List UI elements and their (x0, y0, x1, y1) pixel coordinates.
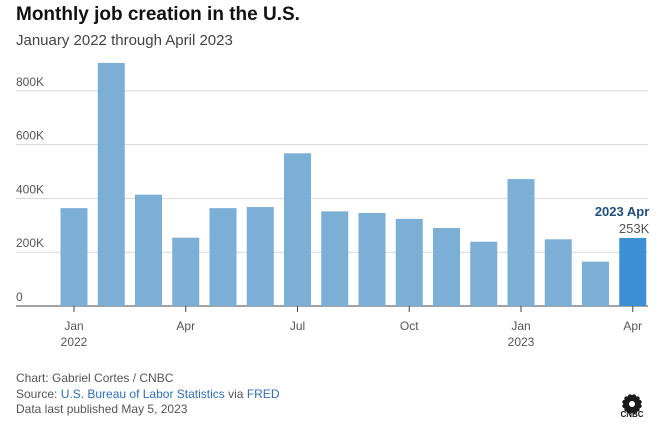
x-tick-label-month: Oct (400, 319, 419, 333)
source-link-bls[interactable]: U.S. Bureau of Labor Statistics (60, 386, 225, 401)
bar-may-2022 (209, 208, 237, 306)
bar-chart: 0 200K 400K 600K 800K Jan 2022 Apr Jul Oct Jan 202… (16, 62, 650, 349)
bar-dec-2022 (470, 241, 498, 306)
y-axis-labels: 0 200K 400K 600K 800K (16, 75, 44, 304)
bar-jul-2022 (284, 153, 311, 306)
x-tick-label-month: Jul (290, 319, 305, 333)
chart-title: Monthly job creation in the U.S. (16, 4, 300, 25)
annotation-value: 253K (619, 221, 650, 236)
x-tick-label-month: Jan (64, 319, 83, 333)
x-axis-labels: Jan 2022 Apr Jul Oct Jan 2023 Apr (61, 306, 642, 349)
source-via: via (224, 386, 247, 401)
y-tick-label: 600K (16, 129, 44, 143)
bars (60, 62, 647, 307)
cnbc-logo: CNBC (620, 394, 644, 418)
chart-footer: Chart: Gabriel Cortes / CNBC Source: U.S… (16, 371, 279, 418)
y-tick-label: 200K (16, 236, 44, 250)
cnbc-logo-text: CNBC (620, 410, 643, 418)
y-tick-label: 400K (16, 182, 44, 196)
x-tick-label-year: 2023 (508, 335, 535, 349)
bar-jun-2022 (246, 207, 274, 306)
bar-nov-2022 (433, 228, 460, 306)
bar-feb-2023 (544, 239, 572, 306)
chart-subtitle: January 2022 through April 2023 (16, 32, 233, 49)
bar-aug-2022 (321, 211, 349, 306)
bar-jan-2023 (507, 179, 535, 306)
y-tick-label: 800K (16, 75, 44, 89)
bar-feb-2022 (97, 62, 125, 307)
published-date: Data last published May 5, 2023 (16, 402, 188, 416)
x-tick-label-month: Apr (623, 319, 642, 333)
annotation-label: 2023 Apr (595, 204, 649, 219)
chart-credit: Chart: Gabriel Cortes / CNBC (16, 371, 174, 385)
annotation: 2023 Apr 253K (595, 204, 650, 236)
bar-apr-2023 (619, 237, 647, 306)
bar-apr-2022 (172, 237, 200, 306)
x-tick-label-month: Apr (176, 319, 195, 333)
source-prefix: Source: (16, 386, 61, 401)
y-tick-label: 0 (16, 290, 23, 304)
x-tick-label-month: Jan (511, 319, 530, 333)
x-tick-label-year: 2022 (61, 335, 88, 349)
bar-mar-2023 (582, 261, 609, 306)
bar-oct-2022 (395, 218, 423, 306)
bar-mar-2022 (135, 194, 162, 306)
source-line: Source: U.S. Bureau of Labor Statistics … (16, 387, 279, 403)
bar-jan-2022 (60, 208, 88, 306)
bar-sep-2022 (358, 212, 386, 306)
source-link-fred[interactable]: FRED (246, 386, 280, 401)
